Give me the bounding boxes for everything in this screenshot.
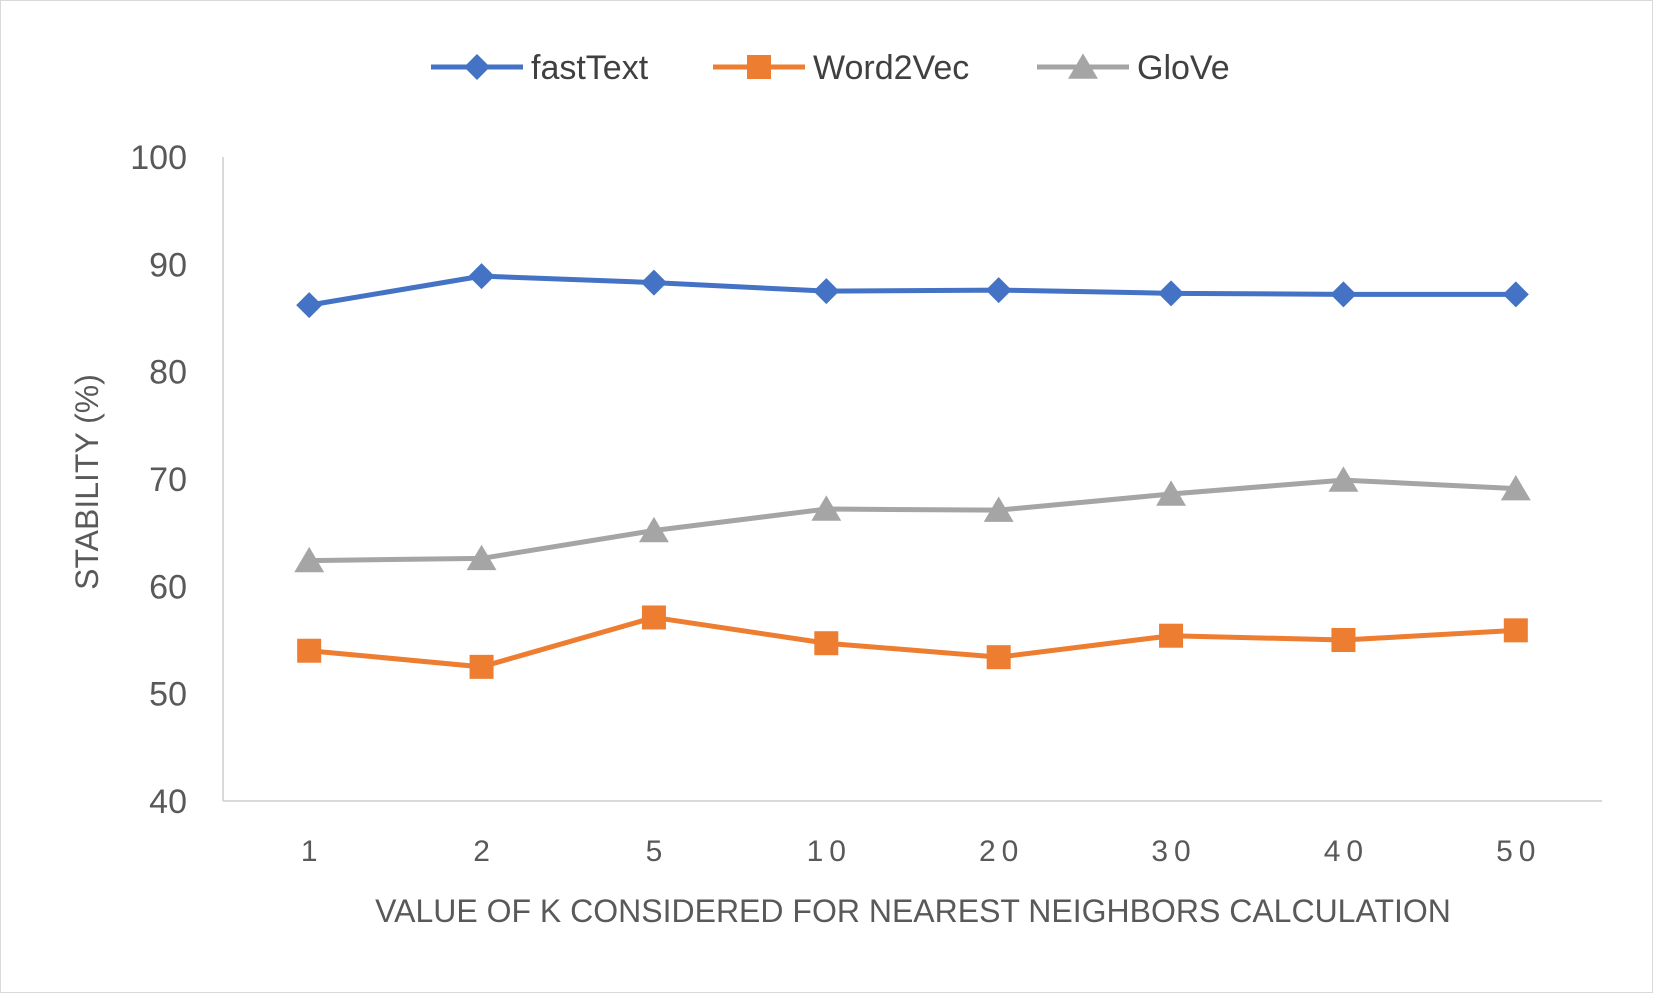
data-point	[641, 605, 666, 630]
x-tick-label: 5	[646, 835, 669, 868]
series-layer	[294, 263, 1531, 679]
y-tick-label: 50	[149, 676, 187, 714]
series-line	[309, 477, 1516, 564]
data-point	[1500, 475, 1531, 501]
y-tick-label: 60	[149, 568, 187, 606]
legend-item-fastText: fastText	[431, 49, 649, 87]
data-point	[813, 278, 840, 305]
x-tick-label: 1	[301, 835, 324, 868]
y-tick-label: 70	[149, 461, 187, 499]
series-line	[308, 614, 1516, 670]
x-tick-label: 10	[807, 835, 852, 868]
legend-label: GloVe	[1137, 49, 1230, 87]
y-tick-label: 80	[149, 354, 187, 392]
x-tick-label: 50	[1496, 835, 1541, 868]
data-point	[1331, 628, 1356, 652]
series-fastText	[296, 263, 1529, 319]
data-point	[468, 263, 495, 290]
x-axis: 1 2 5 10 20 30 40 50	[223, 800, 1602, 868]
y-tick-label: 90	[149, 246, 187, 284]
legend-item-GloVe: GloVe	[1037, 49, 1230, 87]
data-point	[469, 654, 494, 679]
y-tick-label: 100	[130, 139, 187, 177]
y-tick-label: 40	[149, 783, 187, 821]
data-point	[638, 516, 669, 543]
x-tick-label: 20	[979, 835, 1024, 868]
data-point	[294, 546, 325, 573]
data-point	[640, 269, 667, 296]
data-point	[1503, 618, 1528, 643]
data-point	[814, 631, 839, 656]
series-line	[308, 273, 1516, 308]
data-point	[296, 292, 323, 319]
data-point	[811, 495, 842, 521]
data-point	[1330, 281, 1357, 308]
series-Word2Vec	[297, 605, 1528, 679]
y-axis-title: STABILITY (%)	[69, 374, 105, 590]
legend-label: fastText	[531, 49, 649, 87]
data-point	[986, 645, 1011, 670]
legend-marker	[464, 54, 490, 80]
legend-label: Word2Vec	[813, 49, 969, 87]
data-point	[1159, 623, 1184, 648]
x-tick-label: 40	[1324, 835, 1369, 868]
legend: fastText Word2Vec GloVe	[431, 49, 1230, 87]
series-GloVe	[294, 466, 1531, 573]
data-point	[985, 277, 1012, 304]
y-axis: 40 50 60 70 80 90 100	[130, 139, 224, 821]
legend-item-Word2Vec: Word2Vec	[713, 49, 969, 87]
data-point	[1156, 480, 1187, 506]
x-tick-label: 30	[1151, 835, 1196, 868]
legend-marker	[1068, 53, 1098, 79]
data-point	[1158, 280, 1185, 307]
data-point	[1328, 466, 1359, 492]
data-point	[297, 638, 322, 663]
data-point	[1502, 281, 1529, 308]
legend-marker	[747, 55, 771, 79]
data-point	[466, 544, 497, 571]
x-tick-label: 2	[473, 835, 496, 868]
x-axis-title: VALUE OF K CONSIDERED FOR NEAREST NEIGHB…	[375, 893, 1451, 929]
data-point	[983, 496, 1014, 522]
